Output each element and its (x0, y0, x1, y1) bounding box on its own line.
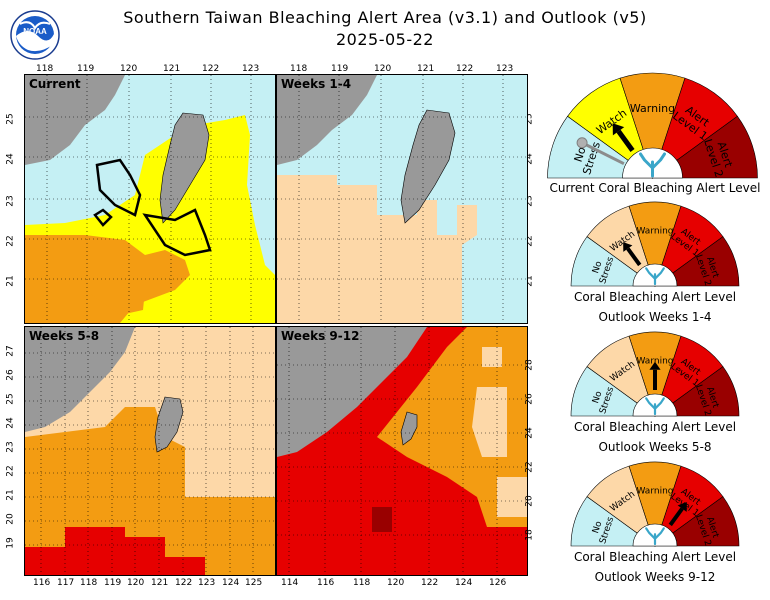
tick-bottom: 118 (353, 578, 371, 588)
gauge-needle-head (612, 123, 625, 136)
gauge-needle (616, 129, 635, 152)
tick-top: 118 (36, 64, 54, 74)
tick-bottom: 119 (104, 578, 122, 588)
gauge-needle-head (649, 361, 661, 370)
panel-label: Weeks 5-8 (29, 329, 100, 343)
tick-left: 24 (5, 417, 16, 429)
tick-bottom: 116 (33, 578, 51, 588)
tick-left: 25 (5, 393, 16, 405)
tick-top: 120 (374, 64, 392, 74)
tick-left: 21 (5, 275, 16, 287)
gauge-caption: Current Coral Bleaching Alert Level (549, 181, 761, 195)
gauge-label-warning: Warning (636, 356, 673, 366)
gauge-label-warning: Warning (636, 486, 673, 496)
gauge-needle (626, 247, 642, 267)
gauge-needle-head (677, 502, 687, 512)
map-weeks-1-4: Weeks 1-4 (276, 74, 528, 324)
noaa-logo: NOAA (10, 10, 60, 60)
tick-bottom: 125 (245, 578, 263, 588)
tick-right: 22 (524, 461, 535, 473)
tick-left: 22 (5, 235, 16, 247)
panel-label: Current (29, 77, 81, 91)
gauge-segment-alert2 (654, 496, 740, 547)
tick-top: 123 (242, 64, 260, 74)
tick-left: 23 (5, 441, 16, 453)
coral-icon (639, 152, 666, 178)
tick-right: 26 (524, 393, 535, 405)
tick-bottom: 123 (198, 578, 216, 588)
gauge-segment-alert2 (654, 236, 740, 287)
tick-top: 121 (163, 64, 181, 74)
tick-top: 118 (290, 64, 308, 74)
tick-bottom: 121 (151, 578, 169, 588)
page-title: Southern Taiwan Bleaching Alert Area (v3… (123, 8, 647, 27)
panel-label: Weeks 1-4 (281, 77, 352, 91)
tick-bottom: 122 (175, 578, 193, 588)
gauge-previous-pointer-tip (576, 137, 588, 149)
map-weeks-5-8: Weeks 5-8 (24, 326, 276, 576)
tick-left: 23 (5, 195, 16, 207)
coral-icon (645, 527, 665, 546)
tick-right: 20 (524, 495, 535, 507)
panel-label: Weeks 9-12 (281, 329, 360, 343)
gauge-segment-alert2 (654, 366, 740, 417)
coral-icon (645, 267, 665, 286)
gauge-needle (668, 507, 684, 527)
gauge-caption: Coral Bleaching Alert Level (573, 290, 737, 304)
gauge-segment-alert2 (651, 115, 758, 179)
tick-left: 25 (5, 113, 16, 125)
tick-bottom: 126 (489, 578, 507, 588)
logo-text: NOAA (23, 27, 47, 36)
tick-bottom: 118 (80, 578, 98, 588)
tick-bottom: 117 (57, 578, 75, 588)
tick-top: 121 (417, 64, 435, 74)
tick-bottom: 114 (281, 578, 299, 588)
tick-left: 22 (5, 465, 16, 477)
tick-left: 27 (5, 345, 16, 357)
tick-bottom: 120 (387, 578, 405, 588)
gauge-needle-head (623, 242, 633, 252)
tick-right: 24 (524, 427, 535, 439)
tick-top: 120 (120, 64, 138, 74)
coral-icon (645, 397, 665, 416)
tick-bottom: 124 (455, 578, 473, 588)
map-current: Current (24, 74, 276, 324)
tick-top: 119 (331, 64, 349, 74)
tick-left: 20 (5, 513, 16, 525)
tick-bottom: 122 (421, 578, 439, 588)
tick-bottom: 124 (222, 578, 240, 588)
gauge-caption: Outlook Weeks 5-8 (598, 440, 712, 454)
gauge-caption: Outlook Weeks 1-4 (598, 310, 712, 324)
map-weeks-9-12: Weeks 9-12 (276, 326, 528, 576)
gauge-label-warning: Warning (630, 102, 675, 115)
tick-top: 122 (456, 64, 474, 74)
tick-left: 26 (5, 369, 16, 381)
tick-bottom: 116 (317, 578, 335, 588)
tick-top: 123 (496, 64, 514, 74)
tick-right: 18 (524, 529, 535, 541)
tick-bottom: 120 (127, 578, 145, 588)
gauge-caption: Outlook Weeks 9-12 (594, 570, 716, 584)
gauge-caption: Coral Bleaching Alert Level (573, 550, 737, 564)
tick-left: 19 (5, 537, 16, 549)
gauge-caption: Coral Bleaching Alert Level (573, 420, 737, 434)
gauge-label-warning: Warning (636, 226, 673, 236)
tick-right: 28 (524, 359, 535, 371)
tick-left: 24 (5, 153, 16, 165)
page-date: 2025-05-22 (336, 30, 434, 49)
tick-left: 21 (5, 489, 16, 501)
gauge-previous-pointer (581, 141, 625, 166)
tick-top: 122 (202, 64, 220, 74)
tick-top: 119 (77, 64, 95, 74)
